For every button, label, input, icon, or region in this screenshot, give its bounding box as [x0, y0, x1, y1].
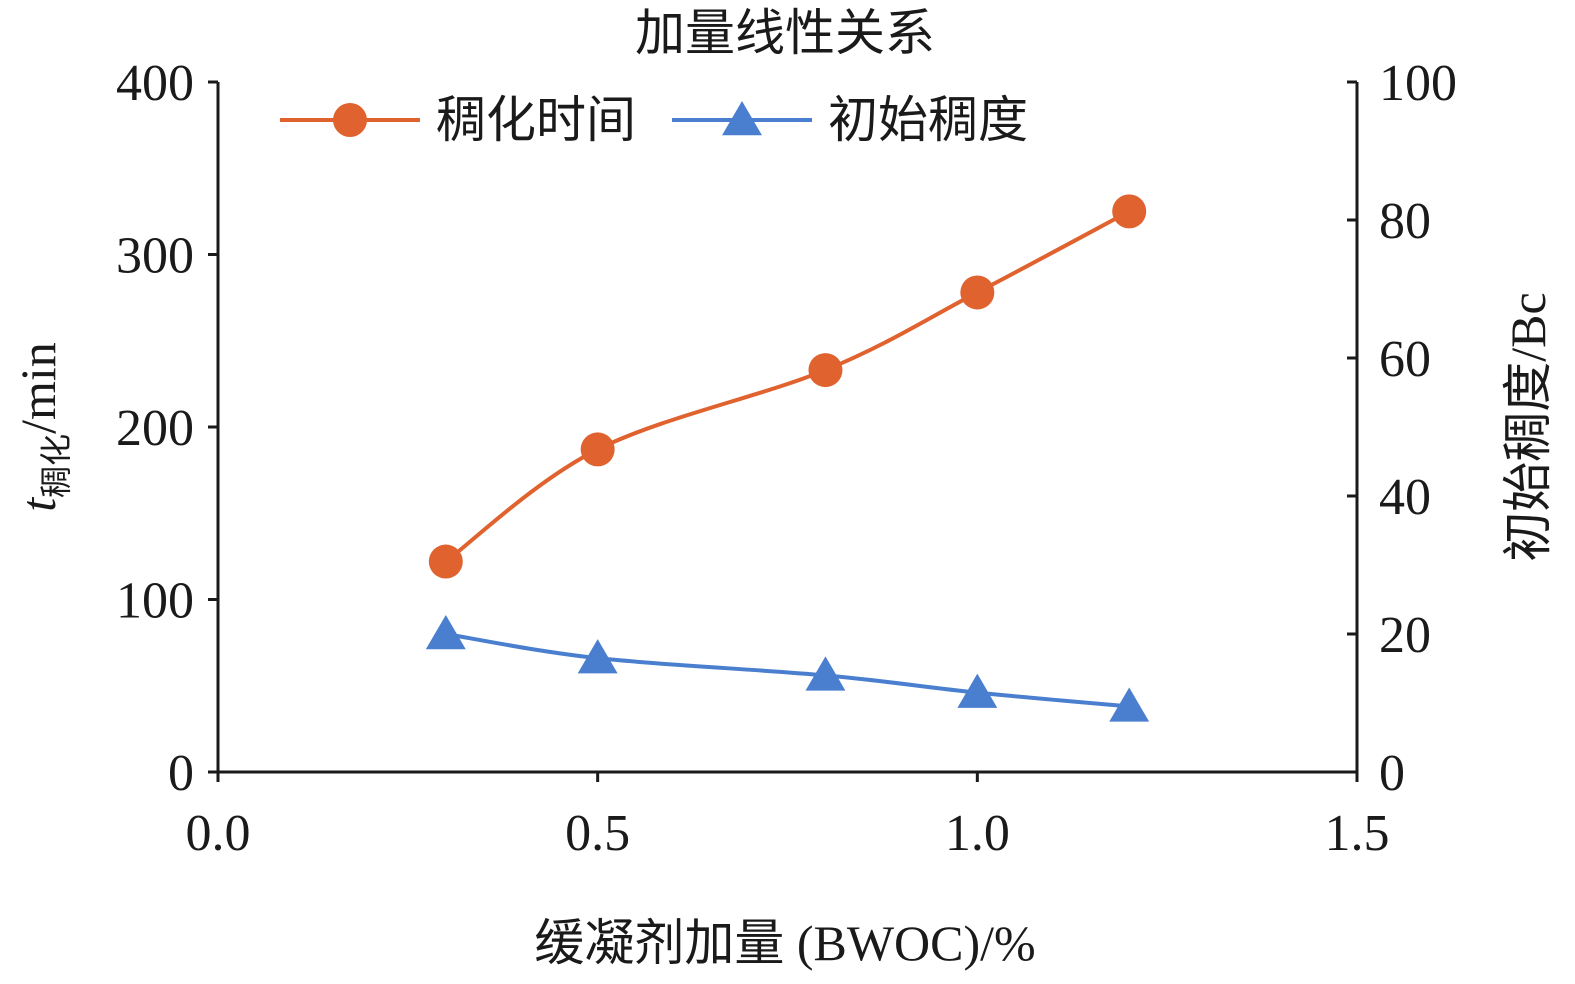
- legend-marker-1: [722, 101, 762, 136]
- x-tick-label-2: 1.0: [945, 805, 1010, 862]
- legend-item-1: 初始稠度: [672, 92, 1028, 148]
- y-right-tick-label-2: 40: [1379, 469, 1431, 526]
- legend-item-0: 稠化时间: [280, 92, 636, 148]
- y-left-tick-label-1: 100: [116, 573, 194, 630]
- series-1-point-0: [425, 615, 466, 650]
- legend-label-1: 初始稠度: [828, 92, 1028, 148]
- series-1-point-3: [957, 673, 998, 708]
- y-axis-left-title: t稠化/min: [10, 342, 74, 512]
- series-circle-group: [428, 194, 1147, 579]
- series-triangle-group: [425, 615, 1150, 722]
- x-tick-label-1: 0.5: [565, 805, 630, 862]
- series-0-point-1: [580, 432, 615, 467]
- x-tick-label-0: 0.0: [186, 805, 251, 862]
- y-axis-right-title: 初始稠度/Bc: [1500, 292, 1556, 561]
- chart-title: 加量线性关系: [635, 5, 935, 61]
- y-right-tick-label-3: 60: [1379, 331, 1431, 388]
- series-1-point-2: [805, 656, 846, 691]
- x-axis-title: 缓凝剂加量 (BWOC)/%: [534, 915, 1035, 971]
- y-right-tick-label-4: 80: [1379, 193, 1431, 250]
- legend-marker-0: [333, 103, 367, 137]
- axes: [216, 82, 1359, 774]
- series-1-point-4: [1109, 687, 1150, 722]
- y-left-tick-label-3: 300: [116, 228, 194, 285]
- series-0-point-2: [808, 353, 843, 388]
- legend: 稠化时间 初始稠度: [280, 92, 1028, 148]
- y-left-tick-label-4: 400: [116, 55, 194, 112]
- series-0-point-0: [428, 544, 463, 579]
- x-tick-label-3: 1.5: [1325, 805, 1390, 862]
- y-right-tick-label-1: 20: [1379, 607, 1431, 664]
- y-left-tick-label-2: 200: [116, 400, 194, 457]
- y-axis-left-title-subscript: 稠化: [38, 434, 74, 498]
- y-axis-left-title-main: t: [10, 497, 66, 512]
- series-line-0: [444, 209, 1131, 564]
- series-line-1: [445, 632, 1130, 709]
- y-right-tick-label-0: 0: [1379, 745, 1405, 802]
- series-0-point-4: [1112, 194, 1147, 229]
- series-0-point-3: [960, 275, 995, 310]
- y-axis-left-title-unit: /min: [10, 342, 66, 434]
- y-right-tick-label-5: 100: [1379, 55, 1457, 112]
- series-1-point-1: [577, 639, 618, 674]
- series-layer: [425, 194, 1150, 722]
- y-left-tick-label-0: 0: [168, 745, 194, 802]
- legend-label-0: 稠化时间: [436, 92, 636, 148]
